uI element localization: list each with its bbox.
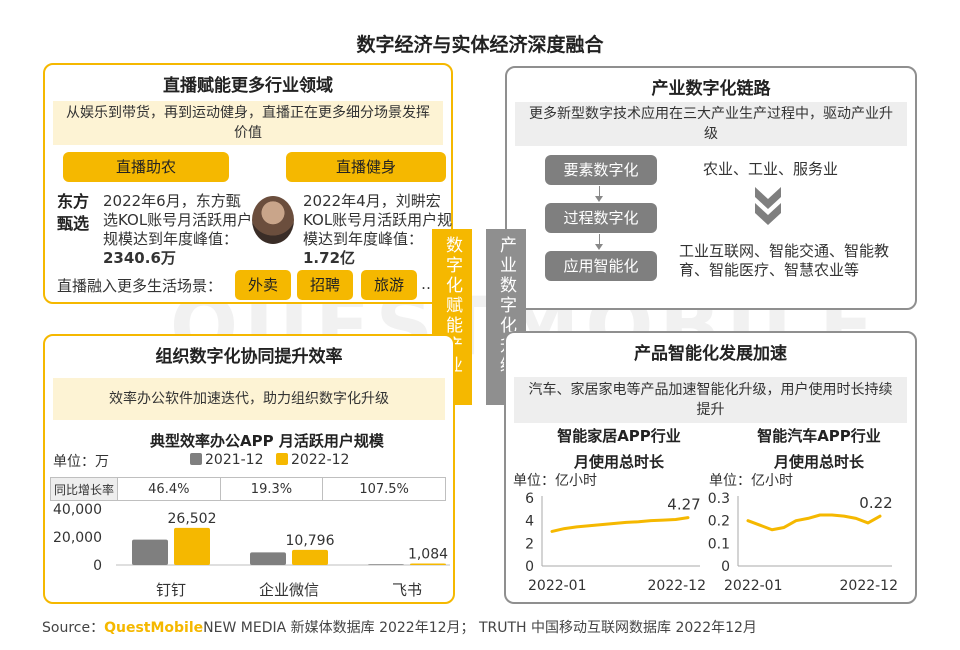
step-application-intelligence: 应用智能化 [545, 251, 657, 281]
three-industries: 农业、工业、服务业 [703, 160, 839, 178]
source-text: NEW MEDIA 新媒体数据库 2022年12月； TRUTH 中国移动互联网… [203, 620, 757, 636]
live-fitness-button: 直播健身 [286, 152, 446, 182]
live-agriculture-button: 直播助农 [63, 152, 229, 182]
car-chart-unit: 单位：亿小时 [709, 473, 793, 489]
bar-chart: 40,000 20,000 0 26,502 钉钉 10,796 企业微信 1,084 飞书 [53, 502, 450, 599]
x-tick-label: 2022-12 [648, 578, 707, 594]
y-tick-label: 0.2 [708, 514, 730, 530]
bar-data-label: 1,084 [408, 546, 448, 562]
growth-wework: 19.3% [219, 477, 324, 501]
step-arrow-2-head [595, 244, 603, 250]
y-tick-label: 20,000 [53, 530, 102, 546]
legend-2022-swatch [275, 453, 288, 465]
step-arrow-1 [599, 186, 600, 199]
panel-live-streaming: 直播赋能更多行业领域 从娱乐到带货，再到运动健身，直播正在更多细分场景发挥价值 … [43, 63, 453, 304]
panel-subtitle: 更多新型数字技术应用在三大产业生产过程中，驱动产业升级 [515, 102, 907, 146]
trainer-avatar [252, 196, 294, 244]
y-tick-label: 40,000 [53, 502, 102, 518]
dongfang-text: 2022年6月，东方甄选KOL账号月活跃用户规模达到年度峰值：2340.6万 [103, 192, 253, 268]
x-tick-label: 2022-01 [528, 578, 587, 594]
source-line: Source：QuestMobileNEW MEDIA 新媒体数据库 2022年… [42, 617, 757, 637]
panel-heading: 组织数字化协同提升效率 [155, 347, 343, 367]
y-tick-label: 0.1 [708, 536, 730, 552]
panel-industry-digital-chain: 产业数字化链路 更多新型数字技术应用在三大产业生产过程中，驱动产业升级 要素数字… [505, 66, 917, 310]
double-chevron-down-icon [755, 187, 781, 225]
source-prefix: Source： [42, 620, 105, 636]
legend-2022-label: 2022-12 [290, 452, 350, 468]
line-series [746, 513, 882, 532]
bar-2022-12 [410, 563, 446, 565]
bar-data-label: 10,796 [286, 533, 335, 549]
bar-2022-12 [174, 527, 210, 565]
y-tick-label: 4 [525, 514, 534, 530]
step-factor-digitalization: 要素数字化 [545, 155, 657, 185]
dongfang-peak-value: 2340.6万 [103, 249, 176, 267]
y-tick-label: 0.3 [708, 491, 730, 507]
panel-heading: 直播赋能更多行业领域 [163, 76, 333, 96]
panel-org-efficiency: 组织数字化协同提升效率 效率办公软件加速迭代，助力组织数字化升级 [43, 334, 455, 604]
home-line-chart: 6 4 2 0 4.27 2022-01 2022-12 [525, 491, 707, 594]
scene-food-delivery: 外卖 [235, 270, 291, 300]
panel-subtitle: 从娱乐到带货，再到运动健身，直播正在更多细分场景发挥价值 [53, 101, 443, 145]
panel-product-intelligence: 产品智能化发展加速 汽车、家居家电等产品加速智能化升级，用户使用时长持续提升 [504, 331, 917, 604]
y-tick-label: 2 [525, 536, 534, 552]
liugenghong-text: 2022年4月，刘畊宏KOL账号月活跃用户规模达到年度峰值：1.72亿 [303, 192, 453, 268]
bar-chart-title: 典型效率办公APP 月活跃用户规模 [150, 432, 384, 450]
scenes-label: 直播融入更多生活场景： [57, 277, 223, 295]
x-category-label: 飞书 [392, 581, 422, 599]
panel-subtitle: 效率办公软件加速迭代，助力组织数字化升级 [53, 378, 445, 420]
industry-results: 工业互联网、智能交通、智能教育、智能医疗、智慧农业等 [679, 242, 890, 279]
liugenghong-description: 2022年4月，刘畊宏KOL账号月活跃用户规模达到年度峰值： [303, 192, 453, 248]
panel-heading: 产品智能化发展加速 [634, 344, 787, 364]
dongfang-logo: 东方甄选 [57, 192, 90, 233]
source-brand-quest: Quest [104, 620, 151, 636]
y-tick-label: 0 [525, 559, 534, 575]
bar-data-label: 26,502 [168, 511, 217, 527]
bar-2021-12 [132, 539, 168, 565]
x-category-label: 钉钉 [156, 581, 186, 599]
line-series [550, 516, 690, 533]
car-chart-title: 智能汽车APP行业月使用总时长 [757, 427, 881, 471]
y-tick-label: 6 [525, 491, 534, 507]
x-category-label: 企业微信 [259, 581, 319, 599]
bar-2021-12 [250, 552, 286, 565]
bar-legend: 2021-12 2022-12 [190, 452, 349, 468]
growth-dingding: 46.4% [117, 477, 221, 501]
end-value-label: 0.22 [859, 494, 892, 512]
scene-recruitment: 招聘 [297, 270, 353, 300]
bar-2022-12 [292, 549, 328, 565]
growth-row: 同比增长率 46.4% 19.3% 107.5% [50, 477, 446, 501]
panel-heading: 产业数字化链路 [651, 79, 771, 99]
growth-feishu: 107.5% [322, 477, 446, 501]
x-tick-label: 2022-01 [724, 578, 783, 594]
y-tick-label: 0 [93, 558, 102, 574]
bar-chart-unit: 单位：万 [53, 454, 109, 470]
y-tick-label: 0 [721, 559, 730, 575]
growth-label: 同比增长率 [50, 477, 118, 501]
car-line-chart: 0.3 0.2 0.1 0 0.22 2022-01 2022-12 [708, 491, 899, 594]
panel-subtitle: 汽车、家居家电等产品加速智能化升级，用户使用时长持续提升 [514, 377, 907, 423]
home-chart-title: 智能家居APP行业月使用总时长 [557, 427, 681, 471]
step-arrow-2 [599, 234, 600, 247]
step-arrow-1-head [595, 196, 603, 202]
growth-table: 同比增长率 46.4% 19.3% 107.5% [50, 477, 446, 501]
liugenghong-peak-value: 1.72亿 [303, 249, 356, 267]
step-process-digitalization: 过程数字化 [545, 203, 657, 233]
legend-2021-label: 2021-12 [205, 452, 264, 468]
scene-travel: 旅游 [361, 270, 417, 300]
source-brand-mobile: Mobile [150, 620, 204, 636]
page-title: 数字经济与实体经济深度融合 [356, 34, 604, 56]
home-chart-unit: 单位：亿小时 [513, 473, 597, 489]
x-tick-label: 2022-12 [840, 578, 899, 594]
end-value-label: 4.27 [667, 496, 700, 514]
legend-2021-swatch [190, 453, 202, 465]
bar-2021-12 [368, 564, 404, 565]
dongfang-description: 2022年6月，东方甄选KOL账号月活跃用户规模达到年度峰值： [103, 192, 253, 248]
